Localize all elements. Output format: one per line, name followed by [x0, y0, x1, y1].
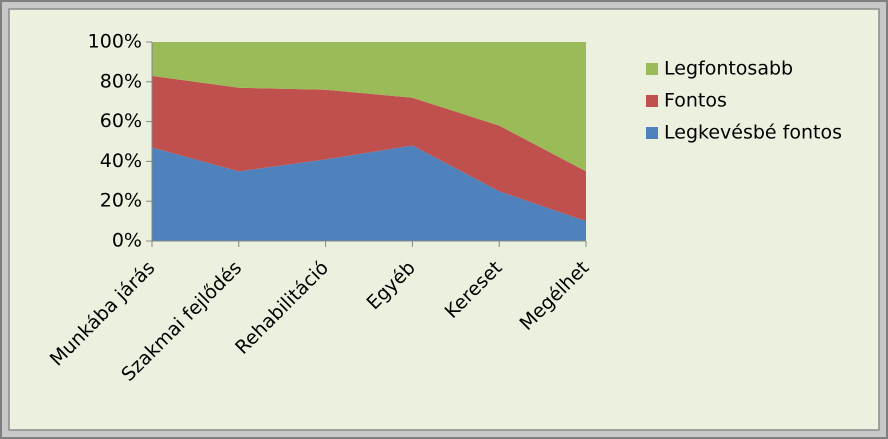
legend-swatch	[646, 95, 658, 107]
area	[152, 75, 586, 222]
area	[152, 42, 586, 172]
legend-label: Legfontosabb	[664, 58, 793, 80]
legend-label: Legkevésbé fontos	[664, 122, 842, 144]
y-tick-label: 80%	[100, 70, 142, 92]
y-tick-label: 20%	[100, 190, 142, 212]
legend-swatch	[646, 63, 658, 75]
y-tick-label: 100%	[88, 31, 142, 53]
y-tick-label: 0%	[112, 230, 142, 252]
legend-swatch	[646, 127, 658, 139]
area	[152, 145, 586, 241]
y-tick-label: 40%	[100, 150, 142, 172]
y-tick-label: 60%	[100, 110, 142, 132]
legend-label: Fontos	[664, 90, 727, 112]
